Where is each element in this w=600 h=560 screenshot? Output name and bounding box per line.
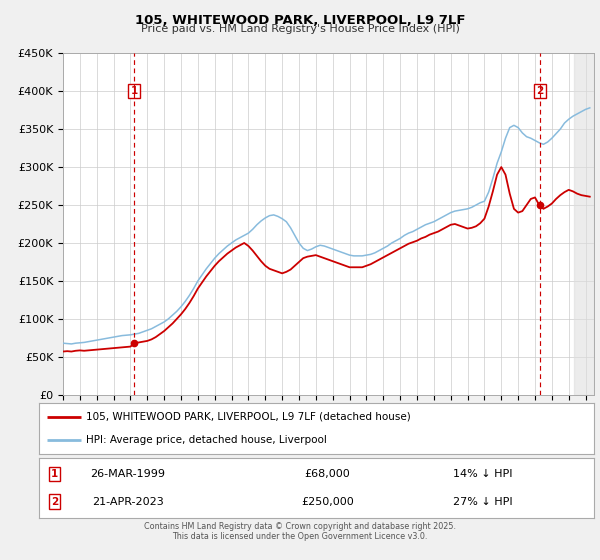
Text: Price paid vs. HM Land Registry's House Price Index (HPI): Price paid vs. HM Land Registry's House …	[140, 24, 460, 34]
Text: 27% ↓ HPI: 27% ↓ HPI	[453, 497, 513, 507]
Text: 105, WHITEWOOD PARK, LIVERPOOL, L9 7LF (detached house): 105, WHITEWOOD PARK, LIVERPOOL, L9 7LF (…	[86, 412, 411, 422]
Text: £68,000: £68,000	[305, 469, 350, 479]
Text: 2: 2	[536, 86, 544, 96]
Text: HPI: Average price, detached house, Liverpool: HPI: Average price, detached house, Live…	[86, 435, 327, 445]
Text: 14% ↓ HPI: 14% ↓ HPI	[453, 469, 513, 479]
Text: £250,000: £250,000	[301, 497, 354, 507]
Text: 1: 1	[51, 469, 58, 479]
Text: Contains HM Land Registry data © Crown copyright and database right 2025.
This d: Contains HM Land Registry data © Crown c…	[144, 522, 456, 542]
Text: 2: 2	[51, 497, 58, 507]
Text: 1: 1	[131, 86, 138, 96]
Text: 21-APR-2023: 21-APR-2023	[92, 497, 164, 507]
Bar	[574, 53, 594, 395]
Text: 26-MAR-1999: 26-MAR-1999	[90, 469, 166, 479]
Text: 105, WHITEWOOD PARK, LIVERPOOL, L9 7LF: 105, WHITEWOOD PARK, LIVERPOOL, L9 7LF	[135, 14, 465, 27]
